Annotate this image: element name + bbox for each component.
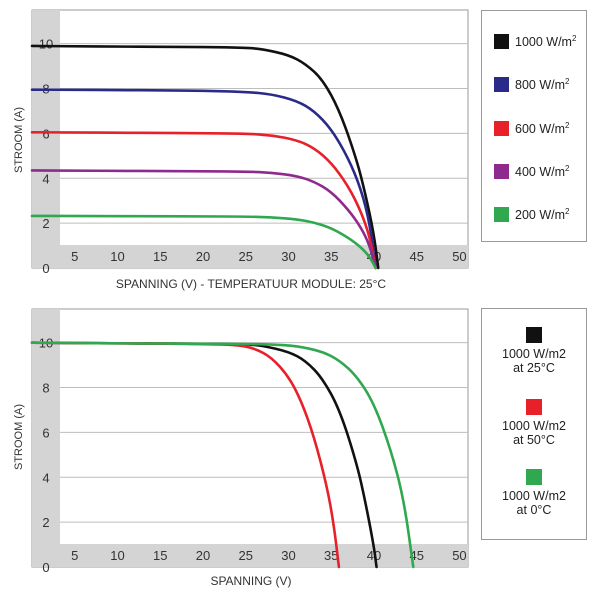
chart-1-y-tick-label: 4 [42,171,49,186]
legend-swatch [526,469,542,485]
chart-2-x-tick-label: 15 [153,548,167,563]
chart-1-y-tick-label: 0 [42,261,49,276]
chart-2-y-tick-label: 0 [42,560,49,575]
chart-1-x-tick-label: 35 [324,249,338,264]
chart-2-x-tick-label: 5 [71,548,78,563]
chart-1-x-axis-band [32,245,468,268]
chart-1-series-line-3 [30,169,377,270]
chart-1-series-line-2 [30,130,377,270]
legend-swatch [494,207,509,223]
chart-1-x-tick-label: 20 [196,249,210,264]
chart-2-x-tick-label: 30 [281,548,295,563]
chart-1-y-tick-label: 2 [42,216,49,231]
chart-1-y-axis-band [32,10,60,268]
legend-swatch [494,164,509,180]
chart-2-frame [31,308,469,568]
chart-2-y-axis-label: STROOM (A) [13,404,25,470]
chart-2-series-line-2 [30,341,415,569]
chart-1-frame [31,9,469,269]
chart-1-y-tick-label: 6 [42,126,49,141]
chart-2-y-axis-band [32,309,60,567]
legend-item-1000: 1000 W/m2 [494,34,576,49]
chart-1-x-tick-label: 5 [71,249,78,264]
legend-label: 200 W/m2 [515,207,570,223]
legend-item-200: 200 W/m2 [494,207,569,222]
chart-1-legend: 1000 W/m2 800 W/m2 600 W/m2 400 W/m2 200… [481,10,587,242]
chart-1-y-tick-label: 10 [39,37,53,52]
legend-swatch [494,121,509,137]
chart-1-x-axis-label: SPANNING (V) - TEMPERATUUR MODULE: 25°C [116,277,386,291]
chart-2-y-tick-label: 4 [42,470,49,485]
chart-1-x-tick-label: 25 [238,249,252,264]
legend-item-600: 600 W/m2 [494,121,569,136]
legend-item-800: 800 W/m2 [494,77,569,92]
chart-2-x-tick-label: 20 [196,548,210,563]
chart-1-series-line-1 [30,88,377,270]
chart-1-series-line-0 [30,44,380,270]
legend-label: 1000 W/m2 [515,34,577,50]
chart-2-legend: 1000 W/m2 at 25°C 1000 W/m2 at 50°C 1000… [481,308,587,540]
chart-1-x-tick-label: 10 [110,249,124,264]
legend-label: 1000 W/m2 at 0°C [502,489,566,517]
chart-1-x-tick-label: 30 [281,249,295,264]
chart-1-x-tick-label: 45 [409,249,423,264]
legend-label: 1000 W/m2 at 25°C [502,347,566,375]
legend-label: 1000 W/m2 at 50°C [502,419,566,447]
chart-2-y-tick-label: 6 [42,425,49,440]
chart-2-y-tick-label: 2 [42,515,49,530]
chart-2-x-tick-label: 35 [324,548,338,563]
chart-1-x-tick-label: 50 [452,249,466,264]
chart-2-x-tick-label: 25 [238,548,252,563]
legend-item-50c: 1000 W/m2 at 50°C [482,399,586,447]
legend-label: 400 W/m2 [515,164,570,180]
legend-swatch [494,34,509,50]
legend-swatch [526,399,542,415]
chart-1-series-line-4 [30,214,377,270]
chart-2-x-axis-label: SPANNING (V) [210,574,291,588]
legend-swatch [494,77,509,93]
legend-swatch [526,327,542,343]
legend-item-0c: 1000 W/m2 at 0°C [482,469,586,517]
chart-1-y-axis-label: STROOM (A) [13,107,25,173]
chart-2-x-tick-label: 10 [110,548,124,563]
chart-2-x-axis-band [32,544,468,567]
legend-item-25c: 1000 W/m2 at 25°C [482,327,586,375]
chart-2-y-tick-label: 8 [42,381,49,396]
chart-2-x-tick-label: 50 [452,548,466,563]
legend-label: 600 W/m2 [515,121,570,137]
chart-1-x-tick-label: 15 [153,249,167,264]
legend-item-400: 400 W/m2 [494,164,569,179]
legend-label: 800 W/m2 [515,77,570,93]
